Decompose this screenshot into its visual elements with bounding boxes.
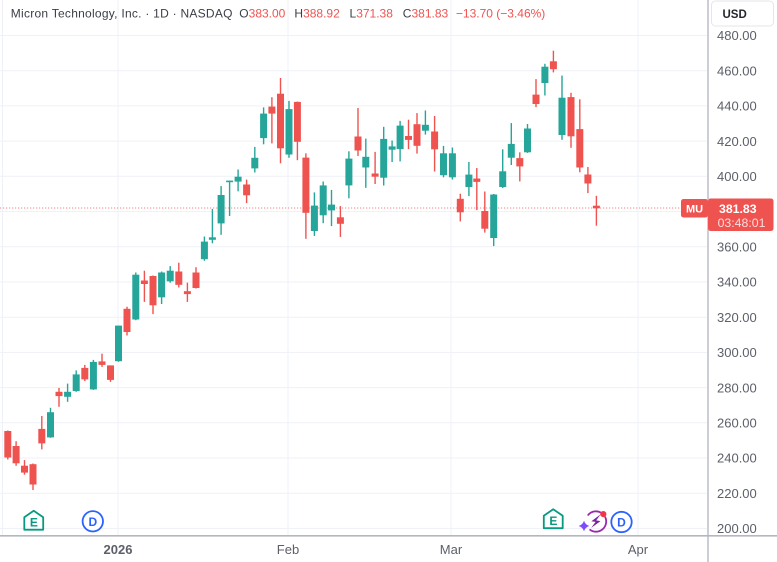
svg-text:Apr: Apr (628, 542, 649, 557)
svg-text:381.83: 381.83 (719, 202, 757, 216)
svg-text:280.00: 280.00 (717, 380, 757, 395)
svg-text:−13.70 (−3.46%): −13.70 (−3.46%) (456, 7, 545, 21)
svg-text:480.00: 480.00 (717, 28, 757, 43)
svg-text:240.00: 240.00 (717, 451, 757, 466)
svg-text:220.00: 220.00 (717, 486, 757, 501)
svg-text:440.00: 440.00 (717, 99, 757, 114)
svg-text:Micron Technology, Inc. · 1D ·: Micron Technology, Inc. · 1D · NASDAQ (11, 7, 233, 21)
svg-text:E: E (549, 514, 557, 528)
svg-text:200.00: 200.00 (717, 521, 757, 536)
svg-text:260.00: 260.00 (717, 416, 757, 431)
svg-text:360.00: 360.00 (717, 240, 757, 255)
svg-text:O383.00: O383.00 (239, 7, 285, 21)
svg-text:USD: USD (723, 9, 747, 21)
svg-text:Feb: Feb (277, 542, 299, 557)
svg-text:340.00: 340.00 (717, 275, 757, 290)
svg-text:D: D (617, 516, 626, 530)
svg-text:E: E (30, 516, 38, 530)
svg-text:400.00: 400.00 (717, 169, 757, 184)
svg-text:460.00: 460.00 (717, 63, 757, 78)
svg-text:320.00: 320.00 (717, 310, 757, 325)
svg-text:2026: 2026 (104, 542, 133, 557)
svg-text:L371.38: L371.38 (350, 7, 394, 21)
svg-text:300.00: 300.00 (717, 345, 757, 360)
svg-text:MU: MU (686, 203, 703, 215)
svg-text:Mar: Mar (440, 542, 463, 557)
svg-text:420.00: 420.00 (717, 134, 757, 149)
svg-text:03:48:01: 03:48:01 (718, 216, 766, 230)
svg-text:H388.92: H388.92 (294, 7, 340, 21)
svg-text:D: D (88, 515, 97, 529)
svg-text:C381.83: C381.83 (403, 7, 449, 21)
